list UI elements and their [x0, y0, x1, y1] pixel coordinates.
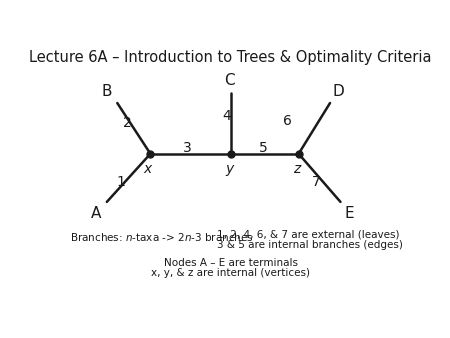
Text: B: B [102, 84, 112, 99]
Text: 3: 3 [183, 141, 191, 155]
Text: A: A [91, 206, 102, 221]
Text: Nodes A – E are terminals: Nodes A – E are terminals [164, 258, 297, 268]
Text: E: E [344, 206, 354, 221]
Text: 2: 2 [123, 116, 132, 129]
Text: C: C [224, 73, 235, 89]
Text: Lecture 6A – Introduction to Trees & Optimality Criteria: Lecture 6A – Introduction to Trees & Opt… [29, 50, 432, 65]
Text: 4: 4 [222, 109, 231, 123]
Text: 6: 6 [283, 114, 292, 128]
Text: 7: 7 [312, 175, 320, 189]
Text: 3 & 5 are internal branches (edges): 3 & 5 are internal branches (edges) [217, 240, 403, 250]
Text: Branches: $n$-taxa -> 2$n$-3 branches: Branches: $n$-taxa -> 2$n$-3 branches [70, 231, 254, 243]
Text: x: x [144, 162, 152, 175]
Text: x, y, & z are internal (vertices): x, y, & z are internal (vertices) [151, 268, 310, 278]
Text: z: z [292, 162, 300, 175]
Text: 1, 2, 4, 6, & 7 are external (leaves): 1, 2, 4, 6, & 7 are external (leaves) [217, 230, 399, 239]
Text: y: y [225, 162, 234, 175]
Text: 5: 5 [259, 141, 268, 155]
Text: 1: 1 [117, 175, 125, 189]
Text: D: D [332, 84, 344, 99]
